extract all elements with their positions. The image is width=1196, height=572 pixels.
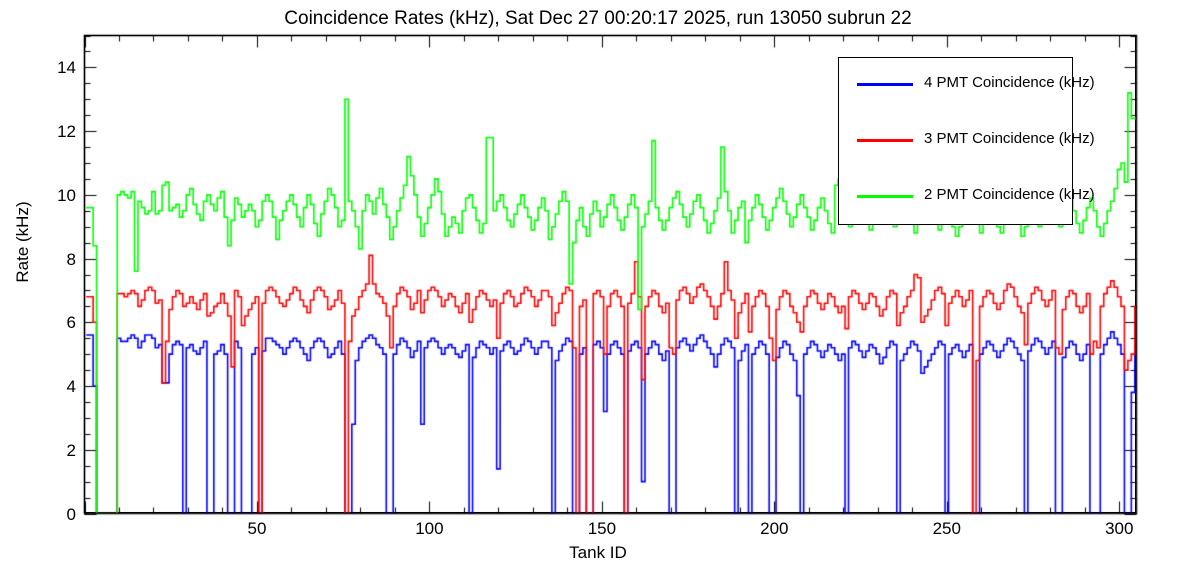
legend-entry-3pmt: 3 PMT Coincidence (kHz) xyxy=(839,114,1095,170)
x-tick-label: 150 xyxy=(587,519,617,538)
y-tick-label: 12 xyxy=(57,122,76,142)
legend-label-4pmt: 4 PMT Coincidence (kHz) xyxy=(924,74,1095,91)
legend-entry-2pmt: 2 PMT Coincidence (kHz) xyxy=(839,170,1095,226)
legend-swatch-red xyxy=(857,139,913,142)
y-tick-label: 14 xyxy=(57,58,76,78)
x-tick-label: 100 xyxy=(415,519,444,538)
y-tick-label: 4 xyxy=(66,377,76,397)
legend-swatch-blue xyxy=(857,83,913,86)
legend-label-3pmt: 3 PMT Coincidence (kHz) xyxy=(924,130,1095,147)
chart-title: Coincidence Rates (kHz), Sat Dec 27 00:2… xyxy=(284,8,912,29)
x-tick-label: 200 xyxy=(760,519,789,538)
legend-swatch-green xyxy=(857,195,913,198)
y-tick-label: 8 xyxy=(66,249,76,269)
x-tick-label: 250 xyxy=(932,519,961,538)
legend-entry-4pmt: 4 PMT Coincidence (kHz) xyxy=(839,58,1095,114)
x-tick-label: 50 xyxy=(247,519,267,538)
y-axis-label: Rate (kHz) xyxy=(13,201,32,283)
y-tick-label: 0 xyxy=(66,504,76,524)
y-tick-label: 6 xyxy=(66,313,76,333)
y-tick-label: 2 xyxy=(66,440,76,460)
y-tick-label: 10 xyxy=(57,185,76,205)
x-axis-label: Tank ID xyxy=(569,543,627,562)
chart-legend: 4 PMT Coincidence (kHz) 3 PMT Coincidenc… xyxy=(838,57,1095,226)
x-tick-label: 300 xyxy=(1105,519,1134,538)
legend-label-2pmt: 2 PMT Coincidence (kHz) xyxy=(924,186,1095,203)
